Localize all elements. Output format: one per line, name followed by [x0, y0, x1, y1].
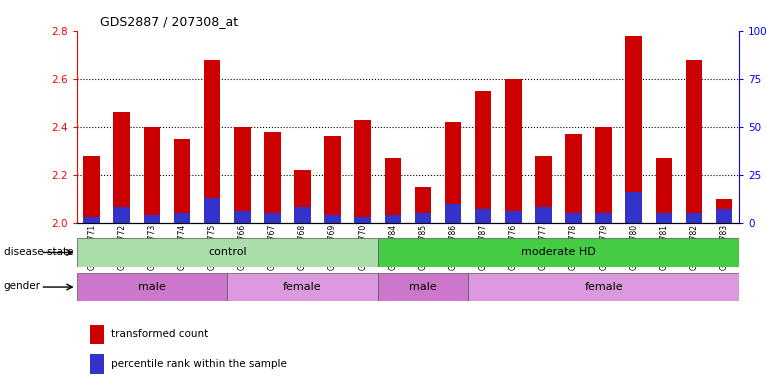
Bar	[595, 213, 612, 223]
Bar	[174, 213, 190, 223]
Bar	[565, 134, 582, 223]
Bar	[324, 136, 341, 223]
Bar	[378, 273, 468, 301]
Bar	[264, 213, 280, 223]
Bar	[294, 170, 311, 223]
Bar	[77, 273, 228, 301]
Bar	[414, 187, 431, 223]
Bar	[174, 139, 190, 223]
Bar	[113, 113, 130, 223]
Bar	[414, 213, 431, 223]
Bar	[77, 238, 378, 267]
Bar	[656, 213, 673, 223]
Bar	[445, 204, 461, 223]
Text: male: male	[409, 282, 437, 292]
Bar	[355, 119, 371, 223]
Text: disease state: disease state	[4, 247, 74, 257]
Bar	[143, 215, 160, 223]
Bar	[595, 127, 612, 223]
Text: female: female	[283, 282, 322, 292]
Text: gender: gender	[4, 281, 41, 291]
Text: transformed count: transformed count	[111, 329, 208, 339]
Bar	[90, 354, 104, 374]
Bar	[143, 127, 160, 223]
Bar	[475, 91, 492, 223]
Bar	[626, 192, 642, 223]
Text: percentile rank within the sample: percentile rank within the sample	[111, 359, 287, 369]
Bar	[264, 132, 280, 223]
Bar	[228, 273, 378, 301]
Bar	[234, 127, 250, 223]
Bar	[445, 122, 461, 223]
Bar	[294, 207, 311, 223]
Bar	[204, 198, 221, 223]
Bar	[83, 217, 100, 223]
Bar	[686, 60, 702, 223]
Bar	[385, 215, 401, 223]
Bar	[204, 60, 221, 223]
Bar	[355, 217, 371, 223]
Bar	[656, 158, 673, 223]
Text: control: control	[208, 247, 247, 258]
Bar	[565, 213, 582, 223]
Bar	[505, 211, 522, 223]
Bar	[324, 215, 341, 223]
Bar	[385, 158, 401, 223]
Bar	[686, 213, 702, 223]
Text: female: female	[584, 282, 623, 292]
Bar	[716, 199, 732, 223]
Bar	[716, 209, 732, 223]
Bar	[505, 79, 522, 223]
Bar	[90, 324, 104, 344]
Text: GDS2887 / 207308_at: GDS2887 / 207308_at	[100, 15, 237, 28]
Text: moderate HD: moderate HD	[521, 247, 596, 258]
Bar	[234, 211, 250, 223]
Bar	[83, 156, 100, 223]
Bar	[113, 207, 130, 223]
Bar	[378, 238, 739, 267]
Bar	[535, 207, 552, 223]
Bar	[626, 36, 642, 223]
Bar	[475, 209, 492, 223]
Bar	[468, 273, 739, 301]
Text: male: male	[138, 282, 165, 292]
Bar	[535, 156, 552, 223]
